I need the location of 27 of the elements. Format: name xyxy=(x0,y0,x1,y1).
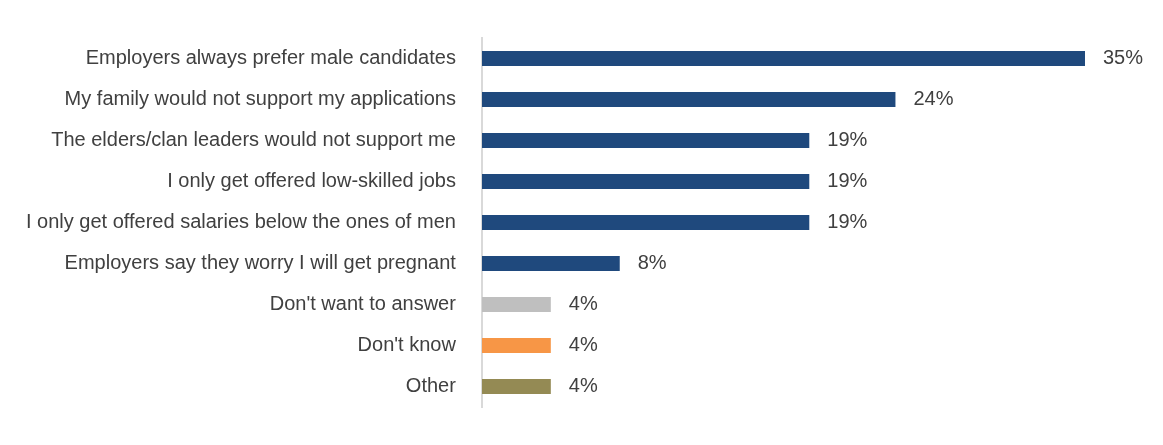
bar xyxy=(481,173,810,190)
bar xyxy=(481,132,810,149)
data-label: 8% xyxy=(637,251,667,274)
bar xyxy=(481,91,896,108)
y-tick-label: Don't want to answer xyxy=(269,292,457,315)
bar xyxy=(481,296,551,313)
y-tick-label: My family would not support my applications xyxy=(64,87,456,110)
data-label: 24% xyxy=(913,87,954,110)
bar xyxy=(481,378,551,395)
y-tick-label: The elders/clan leaders would not support me xyxy=(51,128,456,151)
y-tick-label: I only get offered low-skilled jobs xyxy=(167,169,456,192)
data-label: 35% xyxy=(1103,46,1144,69)
y-tick-label: Employers say they worry I will get pregnant xyxy=(64,251,457,274)
bar xyxy=(481,255,620,272)
y-tick-label: Employers always prefer male candidates xyxy=(85,46,456,69)
y-tick-label: Other xyxy=(405,374,457,397)
bar xyxy=(481,214,810,231)
y-tick-label: Don't know xyxy=(357,333,457,356)
bar xyxy=(481,50,1085,67)
data-label: 19% xyxy=(827,210,868,233)
bar xyxy=(481,337,551,354)
data-label: 4% xyxy=(568,374,598,397)
data-label: 4% xyxy=(568,333,598,356)
y-tick-label: I only get offered salaries below the ones of men xyxy=(25,210,456,233)
data-label: 19% xyxy=(827,169,868,192)
data-label: 4% xyxy=(568,292,598,315)
data-label: 19% xyxy=(827,128,868,151)
